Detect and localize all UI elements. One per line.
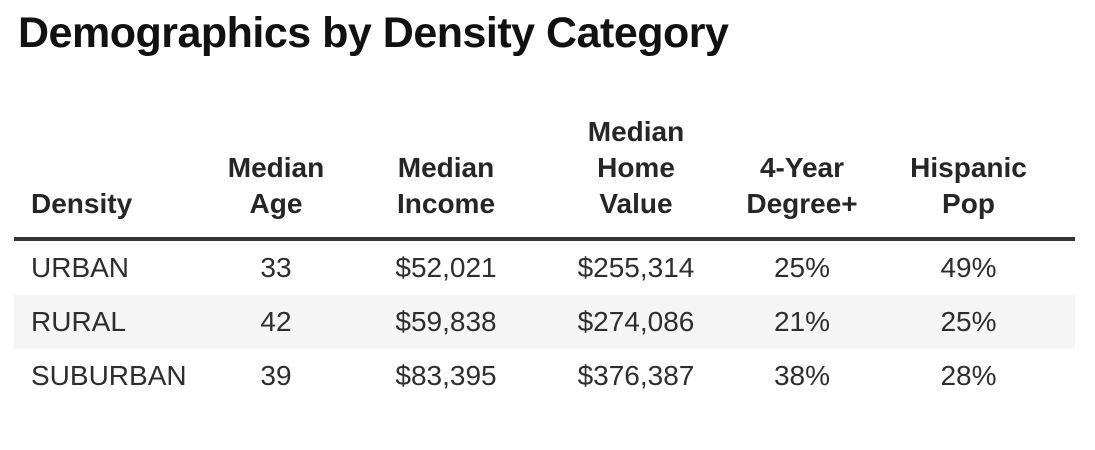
header-median-home-value-label: Median Home Value [587,115,685,219]
header-median-age: Median Age [190,113,362,241]
header-median-income-label: Median Income [396,151,496,219]
table-row-rural: RURAL 42 $59,838 $274,086 21% 25% [14,294,1075,349]
cell-4-year-degree: 21% [773,305,831,337]
header-median-age-label: Median Age [227,151,325,219]
cell-median-home-value: $274,086 [577,305,695,337]
cell-hispanic-pop: 25% [940,305,997,337]
report-page: Demographics by Density Category Density… [0,8,1095,450]
header-median-income: Median Income [362,113,530,241]
cell-median-age: 33 [260,251,292,283]
header-row: Density Median Age Median Income Median … [14,113,1075,241]
demographics-table: Density Median Age Median Income Median … [14,113,1075,403]
header-median-home-value: Median Home Value [530,113,742,241]
cell-median-age: 42 [260,305,292,337]
header-density: Density [14,113,190,241]
cell-density: URBAN [31,251,130,283]
cell-median-age: 39 [260,359,292,391]
cell-density: SUBURBAN [31,359,187,391]
cell-4-year-degree: 38% [773,359,831,391]
cell-median-income: $83,395 [395,359,497,391]
cell-median-income: $52,021 [395,251,497,283]
cell-4-year-degree: 25% [773,251,831,283]
table-row-suburban: SUBURBAN 39 $83,395 $376,387 38% 28% [14,349,1075,403]
header-4-year-degree: 4-Year Degree+ [742,113,862,241]
table-row-urban: URBAN 33 $52,021 $255,314 25% 49% [14,239,1075,295]
table-body: URBAN 33 $52,021 $255,314 25% 49% RURAL … [14,239,1075,403]
cell-median-home-value: $376,387 [577,359,695,391]
cell-density: RURAL [31,305,126,337]
cell-hispanic-pop: 49% [940,251,997,283]
table-header: Density Median Age Median Income Median … [14,113,1075,241]
cell-median-home-value: $255,314 [577,251,695,283]
chart-title: Demographics by Density Category [18,9,729,57]
cell-hispanic-pop: 28% [940,359,997,391]
header-4-year-degree-label: 4-Year Degree+ [746,151,858,219]
header-hispanic-pop-label: Hispanic Pop [910,151,1027,219]
header-density-label: Density [31,187,133,219]
header-hispanic-pop: Hispanic Pop [862,113,1075,241]
cell-median-income: $59,838 [395,305,497,337]
